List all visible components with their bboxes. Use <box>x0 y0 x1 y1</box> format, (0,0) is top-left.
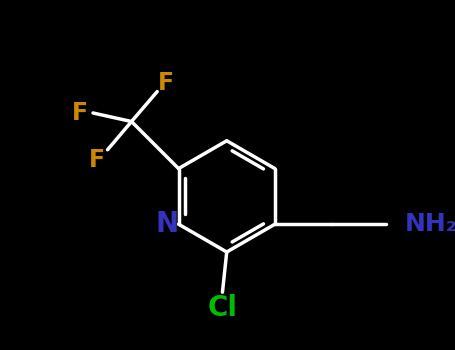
Text: F: F <box>158 71 174 95</box>
Text: F: F <box>72 101 88 125</box>
Text: NH₂: NH₂ <box>405 212 455 236</box>
Text: Cl: Cl <box>207 294 238 322</box>
Text: F: F <box>89 148 106 172</box>
Text: N: N <box>155 210 178 238</box>
